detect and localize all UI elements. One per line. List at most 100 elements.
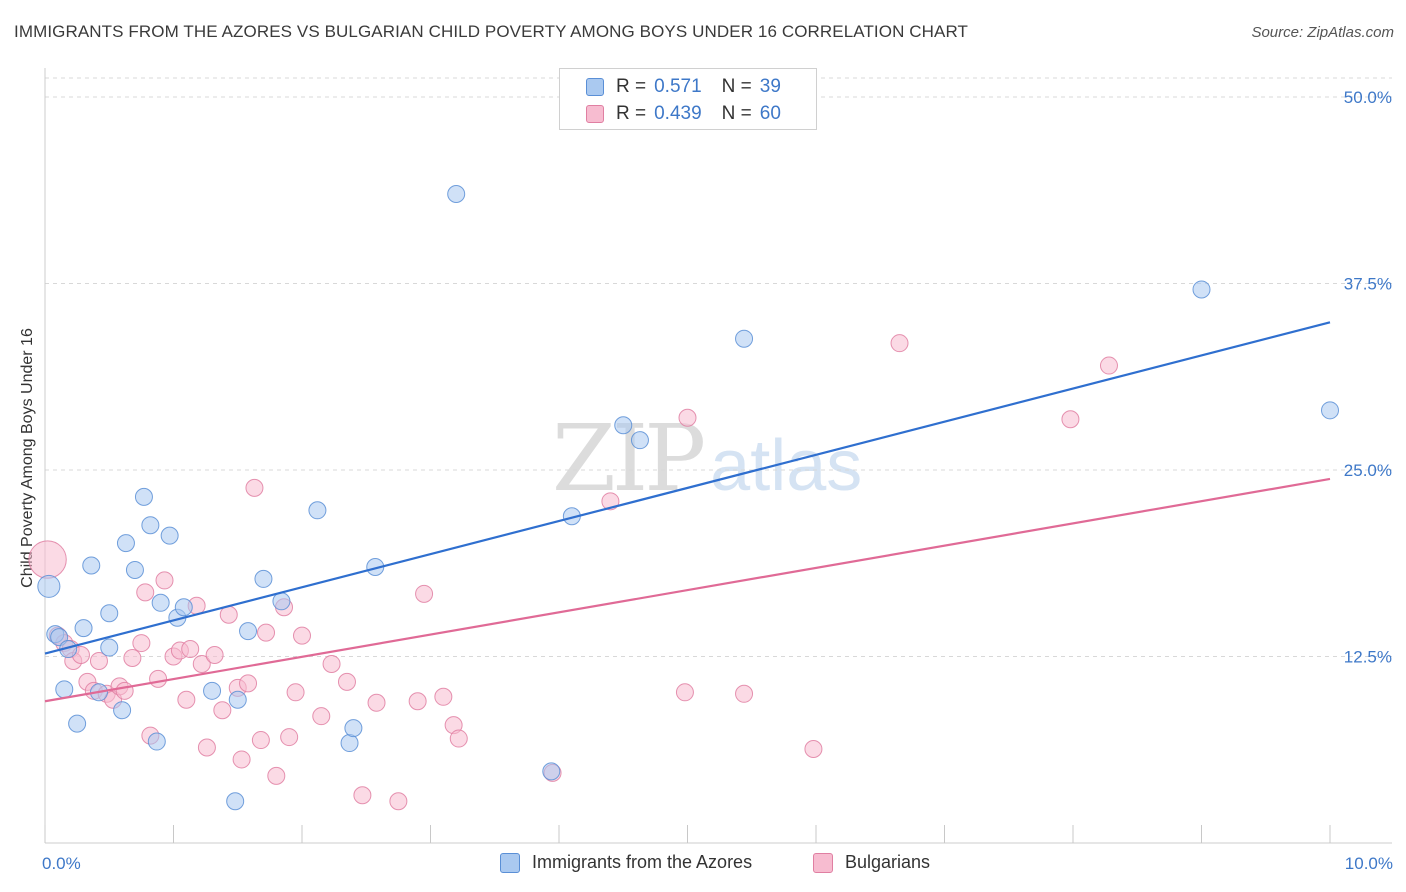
point-bulgarians: [28, 540, 67, 579]
point-bulgarians: [804, 740, 823, 759]
legend-n-label: N =: [721, 103, 752, 124]
series-legend-swatch-bulgarians: [813, 852, 833, 873]
point-azores: [100, 604, 119, 623]
point-bulgarians: [257, 623, 276, 642]
chart-title: IMMIGRANTS FROM THE AZORES VS BULGARIAN …: [14, 22, 969, 41]
y-tick-label: 25.0%: [1344, 461, 1392, 480]
point-azores: [226, 792, 245, 811]
point-azores: [735, 329, 754, 348]
point-bulgarians: [415, 584, 434, 603]
legend-row-bulgarians: R = 0.439 N = 60: [586, 102, 781, 126]
point-azores: [447, 184, 466, 203]
point-azores: [542, 762, 561, 781]
point-bulgarians: [155, 571, 174, 590]
source-label: Source: ZipAtlas.com: [1251, 24, 1394, 41]
point-azores: [1321, 401, 1339, 420]
point-azores: [340, 734, 359, 753]
point-bulgarians: [293, 626, 311, 645]
point-azores: [134, 487, 153, 506]
watermark-atlas: atlas: [710, 426, 863, 506]
point-azores: [308, 501, 327, 520]
point-azores: [147, 732, 166, 751]
point-azores: [68, 714, 87, 733]
point-bulgarians: [149, 669, 168, 688]
point-bulgarians: [192, 654, 211, 673]
point-bulgarians: [312, 707, 331, 726]
trendline-azores: [44, 321, 1331, 655]
point-bulgarians: [232, 750, 251, 769]
series-legend-swatch-azores: [500, 852, 520, 873]
point-bulgarians: [353, 786, 372, 805]
point-azores: [228, 690, 247, 709]
legend-n-label: N =: [721, 76, 752, 97]
point-bulgarians: [123, 648, 142, 667]
point-bulgarians: [449, 729, 468, 748]
legend-swatch-bulgarians: [586, 105, 604, 123]
point-bulgarians: [675, 683, 694, 702]
trendline-bulgarians: [44, 477, 1331, 703]
point-azores: [614, 416, 633, 435]
point-bulgarians: [177, 690, 196, 709]
point-bulgarians: [245, 478, 264, 497]
x-tick-label: 0.0%: [42, 854, 81, 873]
point-bulgarians: [1061, 410, 1080, 429]
point-azores: [151, 593, 170, 612]
x-tick-label: 10.0%: [1345, 854, 1393, 873]
legend-r-label: R =: [616, 76, 647, 97]
point-azores: [82, 556, 101, 575]
series-legend-label-bulgarians: Bulgarians: [845, 852, 931, 872]
legend-n-value: 39: [759, 76, 781, 97]
point-bulgarians: [132, 634, 151, 653]
point-azores: [344, 719, 363, 738]
stats-legend: R = 0.571 N = 39 R = 0.439 N = 60: [559, 68, 817, 130]
point-bulgarians: [735, 684, 754, 703]
point-azores: [116, 534, 135, 553]
series-legend: Immigrants from the Azores Bulgarians: [0, 852, 1406, 876]
point-azores: [1192, 280, 1211, 299]
point-bulgarians: [678, 408, 697, 427]
series-legend-item-bulgarians[interactable]: Bulgarians: [813, 852, 930, 873]
point-azores: [203, 681, 222, 700]
point-bulgarians: [389, 792, 408, 811]
legend-n-value: 60: [759, 103, 781, 124]
point-azores: [74, 619, 93, 638]
point-azores: [272, 592, 291, 611]
point-bulgarians: [408, 692, 427, 711]
point-bulgarians: [1099, 356, 1118, 375]
point-azores: [239, 622, 258, 641]
point-bulgarians: [136, 583, 155, 602]
point-bulgarians: [115, 681, 134, 700]
point-bulgarians: [367, 693, 386, 712]
legend-r-label: R =: [616, 103, 647, 124]
y-tick-label: 12.5%: [1344, 648, 1392, 667]
point-bulgarians: [337, 672, 356, 691]
point-azores: [113, 701, 132, 720]
legend-swatch-azores: [586, 78, 604, 96]
point-bulgarians: [286, 683, 305, 702]
legend-r-value: 0.571: [654, 76, 702, 97]
series-legend-label-azores: Immigrants from the Azores: [532, 852, 753, 872]
point-azores: [50, 628, 69, 647]
point-azores: [174, 598, 193, 617]
legend-r-value: 0.439: [654, 103, 702, 124]
point-bulgarians: [322, 654, 341, 673]
point-bulgarians: [89, 651, 108, 670]
point-azores: [160, 526, 179, 545]
point-azores: [141, 516, 160, 535]
point-bulgarians: [280, 728, 299, 747]
point-bulgarians: [205, 646, 224, 665]
point-bulgarians: [181, 640, 200, 659]
point-azores: [37, 574, 61, 598]
point-bulgarians: [239, 674, 258, 693]
point-bulgarians: [213, 701, 232, 720]
y-tick-label: 37.5%: [1344, 275, 1392, 294]
point-azores: [55, 680, 74, 699]
series-legend-item-azores[interactable]: Immigrants from the Azores: [500, 852, 752, 873]
point-bulgarians: [890, 334, 909, 353]
point-azores: [254, 569, 273, 588]
point-azores: [630, 431, 649, 450]
point-bulgarians: [251, 731, 270, 750]
point-azores: [125, 560, 144, 579]
point-bulgarians: [267, 766, 286, 785]
